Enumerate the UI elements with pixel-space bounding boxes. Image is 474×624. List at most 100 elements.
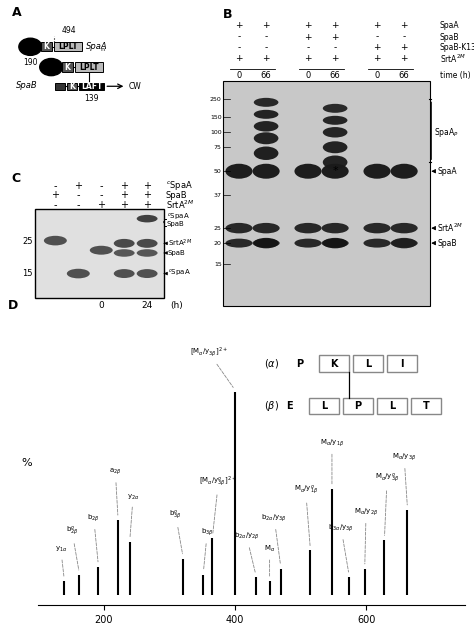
Text: -: - xyxy=(264,43,268,52)
Text: -: - xyxy=(100,181,103,191)
Text: -: - xyxy=(54,181,57,191)
Ellipse shape xyxy=(254,98,278,107)
Text: +: + xyxy=(331,21,339,31)
Text: SrtA$^{2M}$: SrtA$^{2M}$ xyxy=(168,238,192,249)
Ellipse shape xyxy=(321,238,349,248)
Text: M$_\alpha$/y$_{2\beta}$: M$_\alpha$/y$_{2\beta}$ xyxy=(354,506,378,564)
Ellipse shape xyxy=(44,236,67,245)
Bar xyxy=(55,83,65,90)
Ellipse shape xyxy=(321,163,349,178)
Bar xyxy=(67,83,77,90)
Text: +: + xyxy=(120,190,128,200)
Text: 37: 37 xyxy=(214,193,222,198)
Text: [M$_\alpha$/y$_{3\beta}$]$^{2+}$: [M$_\alpha$/y$_{3\beta}$]$^{2+}$ xyxy=(190,346,233,388)
Ellipse shape xyxy=(391,163,418,178)
Text: C: C xyxy=(11,172,21,185)
Ellipse shape xyxy=(253,238,280,248)
Ellipse shape xyxy=(323,238,347,248)
Text: SpaA: SpaA xyxy=(86,42,107,51)
Text: B: B xyxy=(223,9,232,21)
Text: M$_\alpha$/y$_{3\beta}$: M$_\alpha$/y$_{3\beta}$ xyxy=(392,451,416,505)
Text: 190: 190 xyxy=(23,58,37,67)
Text: SpaB: SpaB xyxy=(16,81,37,90)
Text: 150: 150 xyxy=(210,115,222,120)
Text: 100: 100 xyxy=(210,130,222,135)
Ellipse shape xyxy=(137,249,157,256)
Text: +: + xyxy=(97,200,105,210)
Text: 0: 0 xyxy=(99,301,104,310)
Text: M$_\alpha$/y$_{1\beta}$: M$_\alpha$/y$_{1\beta}$ xyxy=(320,437,344,485)
Text: M$_\alpha$/y$^o_{3\beta}$: M$_\alpha$/y$^o_{3\beta}$ xyxy=(375,472,399,535)
Text: 0: 0 xyxy=(374,71,380,80)
Text: -: - xyxy=(402,32,406,42)
Ellipse shape xyxy=(364,238,391,248)
Text: -: - xyxy=(334,43,337,52)
Text: time (h): time (h) xyxy=(440,71,471,80)
Text: +: + xyxy=(373,21,381,31)
Ellipse shape xyxy=(254,238,278,248)
Ellipse shape xyxy=(364,223,391,233)
Text: [M$_\alpha$/y$^o_{3\beta}$]$^{2+}$: [M$_\alpha$/y$^o_{3\beta}$]$^{2+}$ xyxy=(200,475,237,534)
Text: SpaB: SpaB xyxy=(168,250,186,256)
Text: b$_{3\alpha}$/y$_{3\beta}$: b$_{3\alpha}$/y$_{3\beta}$ xyxy=(328,522,354,572)
Ellipse shape xyxy=(364,163,391,178)
Text: +: + xyxy=(74,181,82,191)
Text: 66: 66 xyxy=(261,71,272,80)
Text: +: + xyxy=(235,21,243,31)
Ellipse shape xyxy=(90,246,113,255)
Ellipse shape xyxy=(137,269,157,278)
Text: 25: 25 xyxy=(214,226,222,231)
Ellipse shape xyxy=(391,223,418,233)
Text: +: + xyxy=(235,54,243,64)
Ellipse shape xyxy=(226,163,253,178)
Bar xyxy=(62,62,73,72)
Bar xyxy=(79,83,104,90)
Text: +: + xyxy=(401,43,408,52)
Ellipse shape xyxy=(254,110,278,119)
Ellipse shape xyxy=(137,239,157,248)
Text: SpaA$_P$: SpaA$_P$ xyxy=(434,126,459,139)
Ellipse shape xyxy=(226,238,253,248)
Text: LPLT: LPLT xyxy=(80,62,99,72)
Bar xyxy=(35,209,164,298)
Bar xyxy=(55,42,82,52)
Y-axis label: %: % xyxy=(21,458,32,468)
Text: +: + xyxy=(304,54,312,64)
Ellipse shape xyxy=(254,121,278,132)
Text: +: + xyxy=(143,181,151,191)
Ellipse shape xyxy=(137,215,157,222)
Text: -: - xyxy=(306,43,310,52)
Text: -: - xyxy=(237,32,241,42)
Circle shape xyxy=(40,59,63,76)
Text: +: + xyxy=(373,43,381,52)
Text: K: K xyxy=(64,62,71,72)
Text: $^c$SpaA: $^c$SpaA xyxy=(166,179,193,192)
Text: +: + xyxy=(331,54,339,64)
Text: +: + xyxy=(373,54,381,64)
Text: 25: 25 xyxy=(22,238,32,246)
Text: K: K xyxy=(69,82,75,90)
Text: SpaA: SpaA xyxy=(438,167,457,176)
Text: b$_{2\alpha}$/y$_{3\beta}$: b$_{2\alpha}$/y$_{3\beta}$ xyxy=(261,512,287,564)
Text: +: + xyxy=(143,200,151,210)
Ellipse shape xyxy=(114,239,135,248)
Ellipse shape xyxy=(226,223,253,233)
Text: A: A xyxy=(11,6,21,19)
Text: +: + xyxy=(331,32,339,42)
Ellipse shape xyxy=(253,163,280,178)
Text: 0: 0 xyxy=(305,71,310,80)
Text: +: + xyxy=(401,54,408,64)
Text: $^c$SpaA: $^c$SpaA xyxy=(168,268,191,279)
Ellipse shape xyxy=(254,132,278,144)
Bar xyxy=(41,42,52,52)
Text: 66: 66 xyxy=(399,71,410,80)
Text: 50: 50 xyxy=(214,168,222,173)
Text: 0: 0 xyxy=(237,71,242,80)
Text: SpaB: SpaB xyxy=(167,221,185,227)
Text: b$^o_{2\beta}$: b$^o_{2\beta}$ xyxy=(66,525,79,570)
Text: b$^o_{3\beta}$: b$^o_{3\beta}$ xyxy=(169,509,182,553)
Text: *: * xyxy=(332,166,338,176)
Bar xyxy=(75,62,103,72)
Text: 139: 139 xyxy=(85,94,99,104)
Text: 494: 494 xyxy=(61,26,76,35)
